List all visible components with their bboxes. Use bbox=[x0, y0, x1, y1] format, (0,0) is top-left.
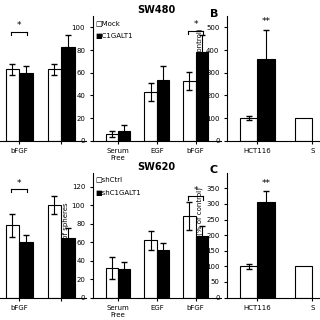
Bar bbox=[240, 266, 257, 298]
Bar bbox=[295, 118, 312, 141]
Title: SW480: SW480 bbox=[138, 5, 176, 15]
Bar bbox=[196, 52, 208, 141]
Text: □Mock: □Mock bbox=[95, 20, 120, 26]
Text: ■shC1GALT1: ■shC1GALT1 bbox=[95, 190, 141, 196]
Bar bbox=[61, 237, 75, 298]
Bar bbox=[61, 47, 75, 141]
Text: *: * bbox=[17, 179, 21, 188]
Bar bbox=[106, 268, 118, 298]
Bar bbox=[6, 226, 19, 298]
Y-axis label: invaded cells (% of control): invaded cells (% of control) bbox=[197, 187, 203, 283]
Bar bbox=[240, 118, 257, 141]
Bar bbox=[257, 59, 275, 141]
Text: **: ** bbox=[262, 17, 271, 26]
Bar bbox=[295, 266, 312, 298]
Bar bbox=[257, 203, 275, 298]
Text: *: * bbox=[193, 186, 198, 195]
Bar bbox=[196, 236, 208, 298]
Bar bbox=[144, 92, 157, 141]
Bar bbox=[19, 73, 33, 141]
Y-axis label: Number of spheres: Number of spheres bbox=[63, 45, 69, 112]
Bar bbox=[19, 242, 33, 298]
Bar bbox=[144, 240, 157, 298]
Bar bbox=[48, 205, 61, 298]
Title: SW620: SW620 bbox=[138, 162, 176, 172]
Bar bbox=[118, 131, 131, 141]
Text: B: B bbox=[210, 9, 218, 19]
Text: □shCtrl: □shCtrl bbox=[95, 177, 123, 182]
Bar bbox=[157, 251, 169, 298]
Bar bbox=[118, 269, 131, 298]
Text: C: C bbox=[210, 165, 218, 175]
Bar bbox=[183, 81, 196, 141]
Text: **: ** bbox=[262, 179, 271, 188]
Text: *: * bbox=[193, 20, 198, 29]
Bar bbox=[48, 69, 61, 141]
Bar bbox=[183, 216, 196, 298]
Bar bbox=[106, 134, 118, 141]
Bar bbox=[6, 69, 19, 141]
Y-axis label: Number of spheres: Number of spheres bbox=[63, 202, 69, 268]
Text: ■C1GALT1: ■C1GALT1 bbox=[95, 34, 133, 39]
Text: *: * bbox=[17, 21, 21, 30]
Y-axis label: migrated cells (% of control): migrated cells (% of control) bbox=[197, 28, 203, 128]
Bar bbox=[157, 80, 169, 141]
